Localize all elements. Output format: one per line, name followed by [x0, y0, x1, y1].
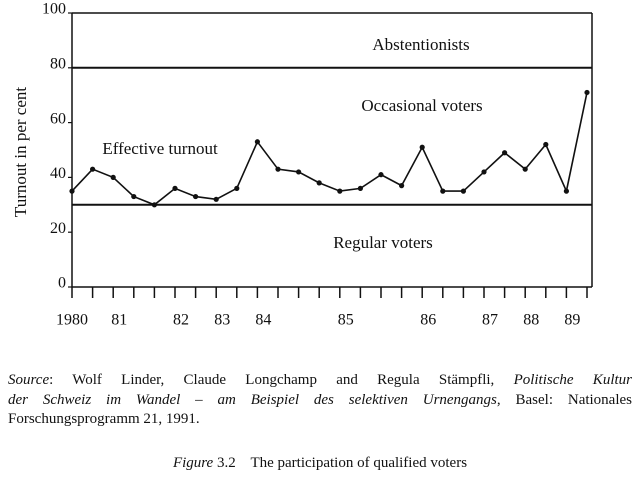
data-point — [69, 188, 75, 194]
source-note: Source: Wolf Linder, Claude Longchamp an… — [8, 371, 632, 430]
annotation: Occasional voters — [361, 96, 482, 115]
data-point — [172, 185, 178, 191]
x-tick-label: 85 — [338, 312, 354, 329]
data-point — [357, 185, 363, 191]
data-point — [399, 183, 405, 189]
data-point — [460, 188, 466, 194]
data-point — [90, 166, 96, 172]
annotation: Effective turnout — [102, 139, 218, 158]
data-point — [254, 139, 260, 145]
x-tick-label: 87 — [482, 312, 498, 329]
x-tick-label: 86 — [420, 312, 436, 329]
data-point — [502, 150, 508, 156]
text-run: Forschungsprogramm 21, 1991. — [8, 411, 200, 427]
text-run: der Schweiz im Wandel – am Beispiel des … — [8, 391, 497, 408]
x-tick-label: 89 — [564, 312, 580, 329]
y-tick-label: 80 — [50, 55, 66, 72]
x-tick-label: 83 — [214, 312, 230, 329]
x-tick-label: 88 — [523, 312, 539, 329]
data-point — [296, 169, 302, 175]
x-tick-label: 81 — [111, 312, 127, 329]
data-point — [378, 172, 384, 178]
data-point — [419, 144, 425, 150]
data-point — [193, 193, 199, 200]
source-line: Forschungsprogramm 21, 1991. — [8, 410, 632, 430]
data-point — [213, 196, 219, 202]
chart: Turnout in per cent 0 20 40 60 80 100 1980 81 82… — [11, 1, 593, 329]
data-point — [316, 180, 322, 186]
y-axis-label: Turnout in per cent — [11, 87, 30, 217]
annotation: Regular voters — [333, 233, 433, 252]
data-point — [563, 188, 570, 194]
y-tick-label: 40 — [50, 165, 66, 182]
source-line: der Schweiz im Wandel – am Beispiel des … — [8, 391, 632, 411]
turnout-line — [71, 92, 588, 206]
data-point — [234, 185, 240, 191]
data-point — [110, 174, 116, 180]
data-point — [131, 193, 137, 200]
y-tick-label: 60 — [50, 110, 66, 127]
text-run: 3.2 The participation of qualified voter… — [213, 455, 468, 471]
y-tick-label: 100 — [42, 1, 66, 18]
annotation: Abstentionists — [372, 35, 469, 54]
source-line: Source: Wolf Linder, Claude Longchamp an… — [8, 371, 632, 391]
figure-caption: Figure 3.2 The participation of qualifie… — [0, 455, 640, 472]
data-point — [481, 169, 487, 175]
data-point — [584, 89, 590, 96]
data-point — [440, 188, 446, 194]
data-point — [543, 141, 549, 148]
text-run: Politische Kultur — [513, 372, 632, 388]
data-point — [151, 202, 157, 208]
y-tick-label: 20 — [50, 220, 66, 237]
x-tick-label: 1980 — [56, 312, 88, 329]
text-run: Source — [8, 372, 50, 388]
x-tick-label: 84 — [255, 312, 271, 329]
text-run: : Wolf Linder, Claude Longchamp and Regu… — [49, 372, 514, 388]
x-tick-label: 82 — [173, 312, 189, 329]
data-point — [337, 188, 343, 194]
text-run: , Basel: Nationales — [496, 391, 633, 408]
text-run: Figure — [172, 455, 214, 471]
data-point — [522, 166, 528, 172]
data-point — [275, 166, 281, 172]
y-tick-label: 0 — [58, 275, 66, 292]
